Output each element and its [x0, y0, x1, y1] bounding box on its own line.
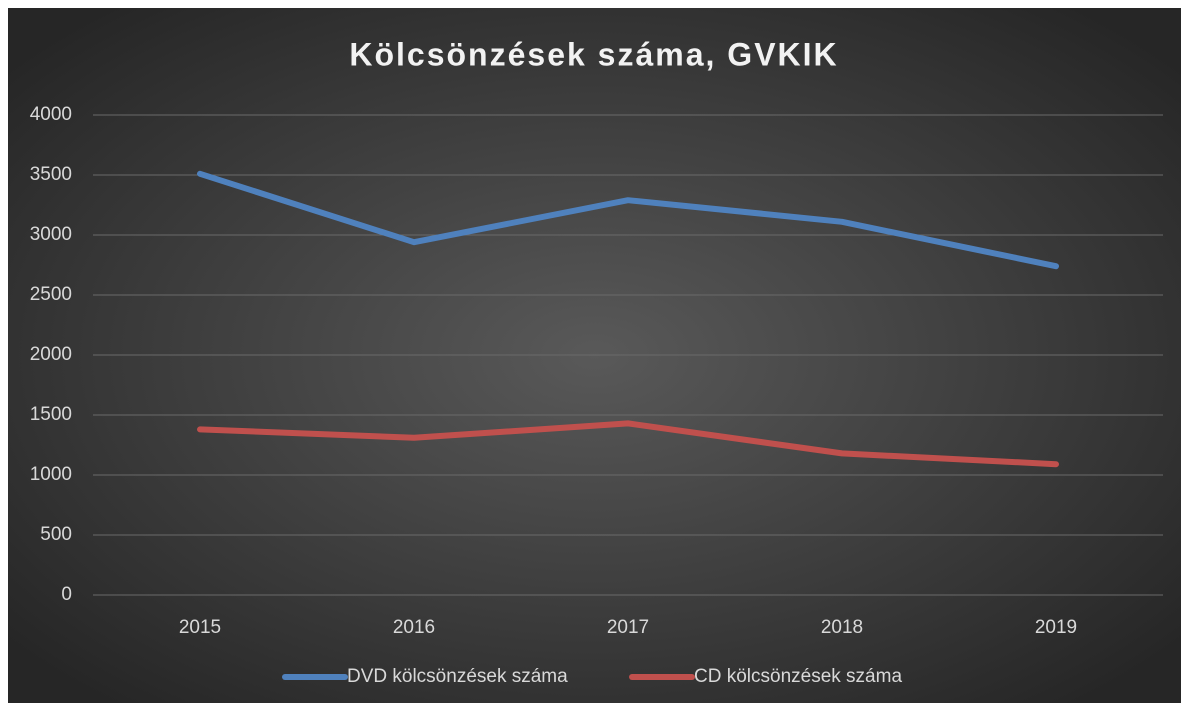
- y-tick-label: 1500: [30, 404, 72, 425]
- legend-label: CD kölcsönzések száma: [694, 666, 902, 687]
- x-tick-label: 2016: [393, 617, 435, 638]
- x-tick-label: 2019: [1035, 617, 1077, 638]
- y-tick-label: 3500: [30, 164, 72, 185]
- x-tick-label: 2017: [607, 617, 649, 638]
- y-tick-label: 1000: [30, 464, 72, 485]
- y-tick-label: 4000: [30, 104, 72, 125]
- y-tick-label: 0: [61, 584, 72, 605]
- legend-label: DVD kölcsönzések száma: [347, 666, 568, 687]
- x-tick-label: 2018: [821, 617, 863, 638]
- y-tick-label: 500: [40, 524, 72, 545]
- data-line: [197, 170, 1059, 270]
- chart-title: Kölcsönzések száma, GVKIK: [349, 36, 838, 72]
- y-tick-label: 2000: [30, 344, 72, 365]
- x-tick-label: 2015: [179, 617, 221, 638]
- y-tick-label: 3000: [30, 224, 72, 245]
- y-tick-label: 2500: [30, 284, 72, 305]
- data-line: [197, 420, 1059, 468]
